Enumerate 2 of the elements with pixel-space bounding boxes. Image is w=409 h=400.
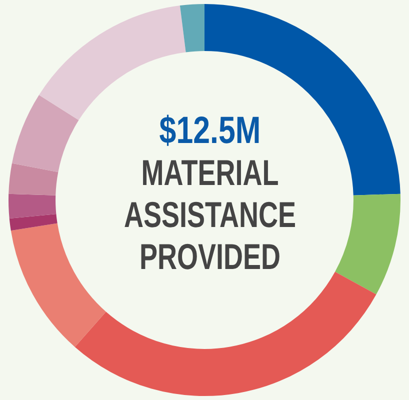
text: MATERIAL ASSISTANCE PROVIDED [122,152,297,278]
text: $12.5M [158,110,262,152]
